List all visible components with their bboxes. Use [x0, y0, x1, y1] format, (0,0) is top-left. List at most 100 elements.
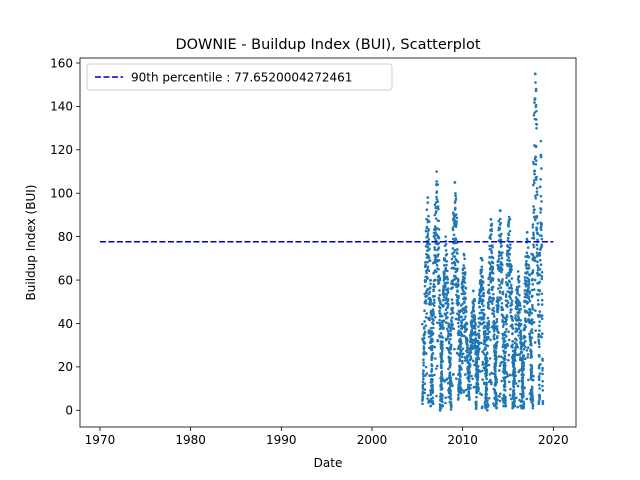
scatter-point: [454, 225, 458, 228]
scatter-point: [444, 249, 448, 252]
scatter-point: [441, 343, 444, 347]
y-tick-label: 60: [58, 273, 73, 287]
scatter-point: [520, 406, 524, 410]
scatter-point: [529, 396, 533, 399]
scatter-point: [463, 325, 467, 329]
scatter-point: [435, 227, 439, 230]
scatter-point: [508, 217, 512, 221]
scatter-point: [508, 229, 512, 233]
x-axis-title: Date: [314, 456, 343, 470]
scatter-point: [501, 290, 505, 294]
scatter-point: [507, 330, 510, 334]
scatter-point: [496, 398, 499, 402]
scatter-point: [492, 297, 496, 300]
scatter-point: [493, 383, 497, 386]
scatter-point: [474, 349, 478, 353]
scatter-point: [493, 337, 496, 341]
scatter-point: [531, 378, 535, 382]
scatter-point: [489, 233, 493, 236]
scatter-point: [433, 225, 437, 228]
scatter-point: [537, 293, 541, 296]
scatter-point: [427, 238, 431, 241]
scatter-point: [478, 370, 482, 373]
scatter-point: [442, 319, 446, 323]
scatter-point: [432, 310, 435, 314]
scatter-point: [444, 313, 448, 317]
scatter-point: [434, 231, 437, 234]
scatter-point: [497, 257, 501, 261]
scatter-point: [471, 377, 474, 381]
scatter-point: [522, 361, 526, 365]
scatter-point: [506, 282, 510, 286]
scatter-point: [460, 282, 464, 286]
scatter-point: [504, 375, 508, 379]
scatter-point: [530, 367, 534, 370]
scatter-point: [510, 268, 513, 272]
scatter-point: [443, 292, 447, 296]
scatter-point: [541, 379, 544, 383]
scatter-point: [478, 329, 481, 332]
y-tick-label: 80: [58, 230, 73, 244]
scatter-point: [439, 312, 442, 316]
scatter-point: [493, 388, 497, 392]
scatter-point: [537, 378, 541, 382]
scatter-point: [517, 275, 521, 278]
scatter-point: [456, 299, 459, 303]
scatter-point: [483, 333, 487, 337]
scatter-point: [457, 391, 461, 394]
scatter-point: [434, 315, 437, 319]
scatter-point: [486, 359, 489, 363]
scatter-point: [491, 277, 495, 281]
scatter-point: [526, 287, 530, 291]
scatter-point: [499, 392, 502, 396]
scatter-point: [532, 233, 535, 237]
scatter-point: [525, 237, 529, 241]
scatter-point: [513, 367, 517, 371]
scatter-point: [530, 288, 534, 292]
scatter-point: [501, 325, 505, 328]
scatter-point: [497, 355, 501, 358]
scatter-point: [514, 382, 518, 385]
scatter-point: [534, 194, 537, 198]
scatter-point: [457, 396, 460, 399]
scatter-point: [504, 293, 508, 296]
scatter-point: [476, 353, 480, 356]
scatter-point: [509, 270, 513, 274]
scatter-point: [497, 259, 500, 263]
scatter-point: [477, 347, 481, 350]
scatter-point: [449, 337, 452, 341]
scatter-point: [421, 380, 425, 384]
scatter-point: [491, 267, 495, 271]
scatter-point: [425, 256, 429, 259]
scatter-point: [441, 360, 445, 363]
scatter-point: [473, 299, 477, 303]
scatter-point: [507, 380, 511, 384]
scatter-point: [534, 87, 538, 91]
scatter-point: [534, 196, 538, 200]
scatter-point: [436, 338, 440, 342]
scatter-point: [485, 368, 489, 372]
scatter-point: [423, 330, 427, 334]
scatter-point: [541, 332, 544, 336]
scatter-point: [488, 373, 492, 376]
scatter-point: [488, 357, 492, 360]
scatter-point: [473, 314, 477, 318]
scatter-point: [535, 214, 539, 218]
scatter-point: [517, 317, 521, 320]
scatter-point: [540, 335, 543, 339]
scatter-point: [435, 270, 438, 274]
scatter-point: [442, 295, 446, 299]
scatter-point: [500, 282, 504, 285]
scatter-point: [449, 312, 453, 316]
scatter-point: [533, 72, 537, 76]
scatter-point: [444, 396, 448, 399]
scatter-point: [532, 231, 535, 235]
scatter-point: [538, 258, 542, 262]
scatter-point: [537, 303, 540, 306]
scatter-point: [538, 254, 542, 257]
scatter-point: [498, 395, 501, 398]
scatter-point: [445, 263, 448, 267]
scatter-point: [518, 304, 522, 308]
scatter-point: [462, 252, 466, 256]
scatter-point: [475, 381, 479, 385]
